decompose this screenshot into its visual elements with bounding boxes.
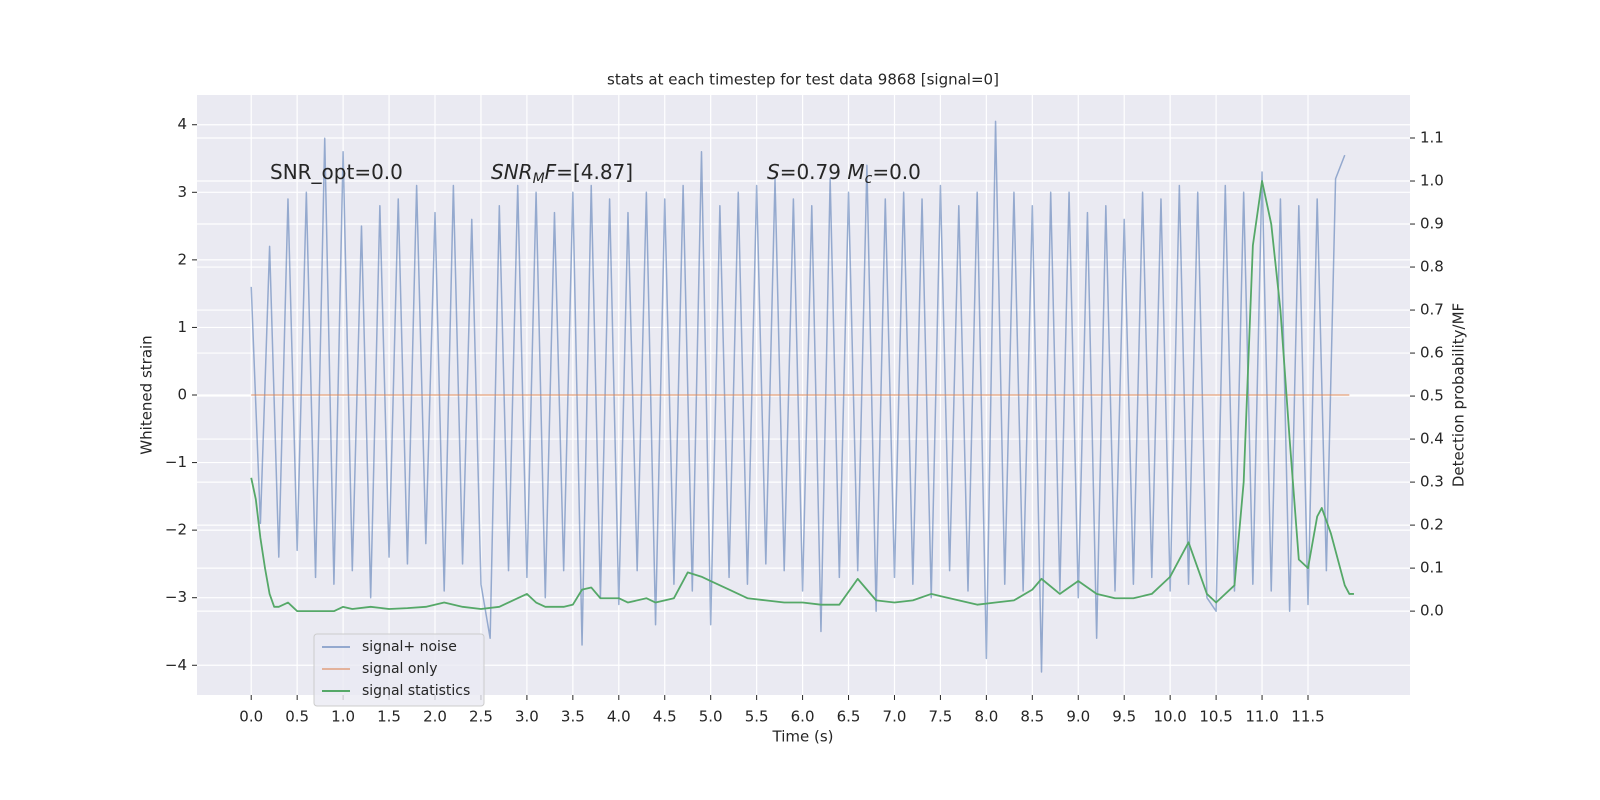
x-tick-label: 1.0 (331, 708, 355, 726)
x-tick-label: 0.0 (239, 708, 263, 726)
x-tick-label: 10.5 (1199, 708, 1232, 726)
x-tick-label: 3.0 (515, 708, 539, 726)
y2-tick-label: 0.5 (1420, 387, 1444, 405)
y-tick-label: 4 (177, 115, 187, 133)
annotation: SNR_opt=0.0 (270, 160, 403, 184)
x-tick-label: 6.0 (791, 708, 815, 726)
chart-title: stats at each timestep for test data 986… (607, 71, 999, 89)
annotation-part: SNR_opt=0.0 (270, 160, 403, 184)
legend-label: signal only (362, 661, 437, 677)
y2-tick-label: 0.2 (1420, 516, 1444, 534)
x-tick-label: 11.0 (1245, 708, 1278, 726)
annotation-part: S (767, 160, 780, 184)
y2-tick-label: 0.7 (1420, 301, 1444, 319)
annotation: SNRMF=[4.87] (491, 160, 633, 188)
y2-tick-label: 0.1 (1420, 559, 1444, 577)
legend-label: signal+ noise (362, 639, 457, 655)
annotation-part: F (545, 160, 557, 184)
x-tick-label: 6.5 (837, 708, 861, 726)
x-tick-label: 9.5 (1112, 708, 1136, 726)
y2-tick-label: 0.4 (1420, 430, 1444, 448)
legend-label: signal statistics (362, 683, 470, 699)
x-tick-label: 1.5 (377, 708, 401, 726)
x-axis-label: Time (s) (772, 728, 834, 746)
y2-tick-label: 0.0 (1420, 602, 1444, 620)
x-tick-label: 2.0 (423, 708, 447, 726)
y-tick-label: 0 (177, 386, 187, 404)
x-tick-label: 2.5 (469, 708, 493, 726)
x-tick-label: 4.0 (607, 708, 631, 726)
annotation-part: M (533, 171, 545, 187)
x-tick-label: 7.0 (883, 708, 907, 726)
y-tick-label: 3 (177, 183, 187, 201)
annotation-part: =0.79 (780, 160, 848, 184)
legend-box (313, 633, 485, 707)
annotation-part: M (847, 160, 864, 184)
annotation-part: =0.0 (872, 160, 921, 184)
annotation-part: SNR (491, 160, 533, 184)
y2-tick-label: 0.3 (1420, 473, 1444, 491)
x-tick-label: 9.0 (1066, 708, 1090, 726)
x-tick-label: 0.5 (285, 708, 309, 726)
y-tick-label: −4 (165, 656, 187, 674)
annotation: S=0.79 Mc=0.0 (767, 160, 921, 188)
annotation-part: c (865, 171, 873, 187)
x-tick-label: 11.5 (1291, 708, 1324, 726)
x-tick-label: 10.0 (1153, 708, 1186, 726)
y2-tick-label: 0.8 (1420, 258, 1444, 276)
y2-axis-label: Detection probability/MF (1450, 303, 1468, 487)
y-tick-label: −1 (165, 453, 187, 471)
y-axis-label: Whitened strain (138, 335, 156, 454)
x-tick-label: 3.5 (561, 708, 585, 726)
x-tick-label: 4.5 (653, 708, 677, 726)
y-tick-label: 1 (177, 318, 187, 336)
y-tick-label: −2 (165, 521, 187, 539)
y2-tick-label: 1.1 (1420, 129, 1444, 147)
x-tick-label: 5.5 (745, 708, 769, 726)
x-tick-label: 8.5 (1020, 708, 1044, 726)
annotation-part: =[4.87] (556, 160, 633, 184)
series-line (250, 180, 1354, 613)
y-tick-label: −3 (165, 588, 187, 606)
y2-tick-label: 0.6 (1420, 344, 1444, 362)
x-tick-label: 7.5 (928, 708, 952, 726)
x-tick-label: 8.0 (974, 708, 998, 726)
y-tick-label: 2 (177, 250, 187, 268)
y2-tick-label: 0.9 (1420, 215, 1444, 233)
x-tick-label: 5.0 (699, 708, 723, 726)
y2-tick-label: 1.0 (1420, 172, 1444, 190)
